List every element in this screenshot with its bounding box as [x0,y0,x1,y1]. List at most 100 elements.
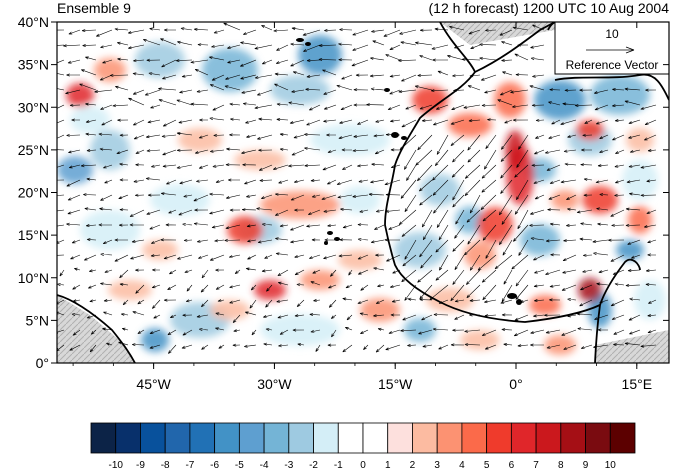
wind-vector-arrow [581,148,592,152]
wind-vector-arrow [417,73,433,77]
wind-vector-arrow [182,223,193,226]
colorbar-label: 9 [583,460,589,471]
wind-vector-arrow [57,254,65,256]
wind-vector-arrow [240,74,257,80]
wind-vector-arrow [613,343,625,347]
wind-vector-arrow [98,132,113,136]
wind-vector-arrow [308,104,321,111]
wind-vector-arrow [615,179,625,184]
wind-vector-arrow [548,101,561,106]
wind-vector-arrow [499,194,513,216]
wind-vector-arrow [209,254,225,261]
wind-vector-arrow [419,284,433,300]
contour-blob [227,216,263,244]
wind-vector-arrow [296,299,305,307]
wind-vector-arrow [242,102,257,106]
wind-vector-arrow [480,194,497,210]
wind-vector-arrow [532,74,545,78]
colorbar-swatch [214,422,240,454]
wind-vector-arrow [86,314,97,319]
wind-vector-arrow [161,134,177,138]
wind-vector-arrow [545,329,561,334]
wind-vector-arrow [179,179,193,185]
wind-vector-arrow [71,313,81,316]
wind-vector-arrow [169,269,177,275]
wind-vector-arrow [308,209,321,215]
wind-vector-arrow [357,223,369,227]
wind-vector-arrow [628,119,641,124]
wind-vector-arrow [81,29,97,32]
wind-vector-arrow [162,164,177,168]
wind-vector-arrow [562,254,577,261]
wind-vector-arrow [614,164,625,168]
wind-vector-arrow [193,194,209,202]
wind-vector-arrow [479,43,497,47]
wind-vector-arrow [402,314,417,321]
contour-blob [202,48,258,92]
wind-vector-arrow [499,89,513,96]
missing-data-se [595,330,669,363]
wind-vector-arrow [516,149,529,168]
wind-vector-arrow [68,164,81,169]
colorbar-swatch [189,422,216,454]
wind-vector-arrow [352,194,369,198]
wind-vector-arrow [294,254,305,258]
wind-vector-arrow [366,103,385,107]
contour-blob [70,106,110,134]
contour-blob [505,130,525,170]
wind-vector-arrow [449,25,465,31]
wind-vector-arrow [201,269,209,279]
wind-vector-arrow [209,84,225,91]
wind-vector-arrow [464,329,481,333]
wind-vector-arrow [500,164,513,179]
wind-vector-arrow [288,101,305,106]
wind-vector-arrow [467,224,481,245]
wind-vector-arrow [85,56,97,61]
wind-vector-arrow [610,209,625,217]
colorbar-swatch [387,422,413,454]
wind-vector-arrow [114,254,129,262]
wind-vector-arrow [431,44,449,50]
contour-blob [254,280,286,300]
wind-vector-arrow [482,284,497,301]
wind-vector-arrow [398,209,417,225]
wind-vector-arrow [351,59,369,67]
wind-vector-arrow [114,238,128,242]
wind-vector-arrow [193,222,209,226]
wind-vector-arrow [178,209,193,216]
wind-vector-arrow [545,239,561,243]
wind-vector-arrow [197,43,209,47]
wind-vector-arrow [513,329,529,337]
wind-vector-arrow [584,119,593,124]
wind-vector-arrow [147,119,161,124]
wind-vector-arrow [150,104,161,109]
wind-vector-arrow [550,253,561,257]
wind-vector-arrow [130,254,145,260]
wind-vector-arrow [520,299,529,303]
wind-vector-arrow [646,179,657,183]
wind-vector-arrow [254,104,273,110]
wind-vector-arrow [419,194,433,206]
wind-vector-arrow [218,344,225,349]
wind-vector-arrow [66,222,81,226]
wind-vector-arrow [597,328,609,332]
wind-vector-arrow [289,119,305,124]
wind-vector-arrow [629,149,641,153]
wind-vector-arrow [117,57,129,61]
wind-vector-arrow [377,284,385,288]
wind-vector-arrow [74,267,81,271]
colorbar-label: -7 [185,460,194,471]
wind-vector-arrow [576,209,593,214]
wind-vector-arrow [369,74,385,78]
wind-vector-arrow [579,299,593,307]
wind-vector-arrow [102,59,113,64]
colorbar-label: -4 [260,460,269,471]
wind-vector-arrow [109,73,129,77]
wind-vector-arrow [452,74,465,78]
wind-vector-arrow [481,179,497,193]
wind-vector-arrow [225,224,241,230]
wind-vector-arrow [463,239,481,256]
wind-vector-arrow [69,344,81,351]
wind-vector-arrow [499,224,513,246]
wind-vector-arrow [510,89,529,94]
